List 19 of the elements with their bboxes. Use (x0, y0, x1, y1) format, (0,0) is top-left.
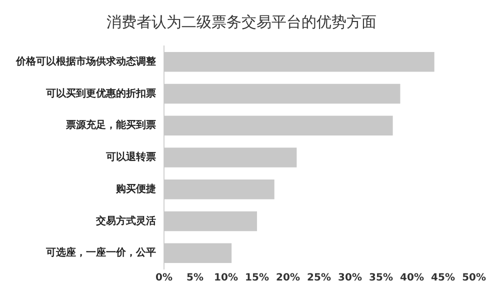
x-tick-label: 15% (245, 272, 269, 284)
chart-title: 消费者认为二级票务交易平台的优势方面 (106, 12, 376, 31)
x-tick-label: 5% (186, 272, 204, 284)
y-tick-label: 交易方式灵活 (95, 214, 156, 227)
y-tick-label: 可以买到更优惠的折扣票 (45, 87, 156, 100)
y-tick-label: 可选座，一座一价，公平 (45, 246, 156, 259)
x-tick-label: 40% (400, 272, 424, 284)
x-tick-label: 30% (338, 272, 362, 284)
x-tick-label: 25% (307, 272, 331, 284)
y-tick-label: 购买便捷 (115, 182, 156, 195)
x-tick-label: 45% (431, 272, 455, 284)
y-tick-label: 票源充足，能买到票 (65, 119, 156, 132)
x-tick-label: 20% (276, 272, 300, 284)
x-tick-label: 0% (156, 272, 172, 284)
y-tick-label: 可以退转票 (105, 151, 156, 164)
y-tick-label: 价格可以根据市场供求动态调整 (15, 56, 157, 68)
x-tick-label: 10% (214, 272, 238, 284)
x-tick-label: 50% (462, 272, 486, 284)
x-tick-label: 35% (369, 272, 393, 284)
